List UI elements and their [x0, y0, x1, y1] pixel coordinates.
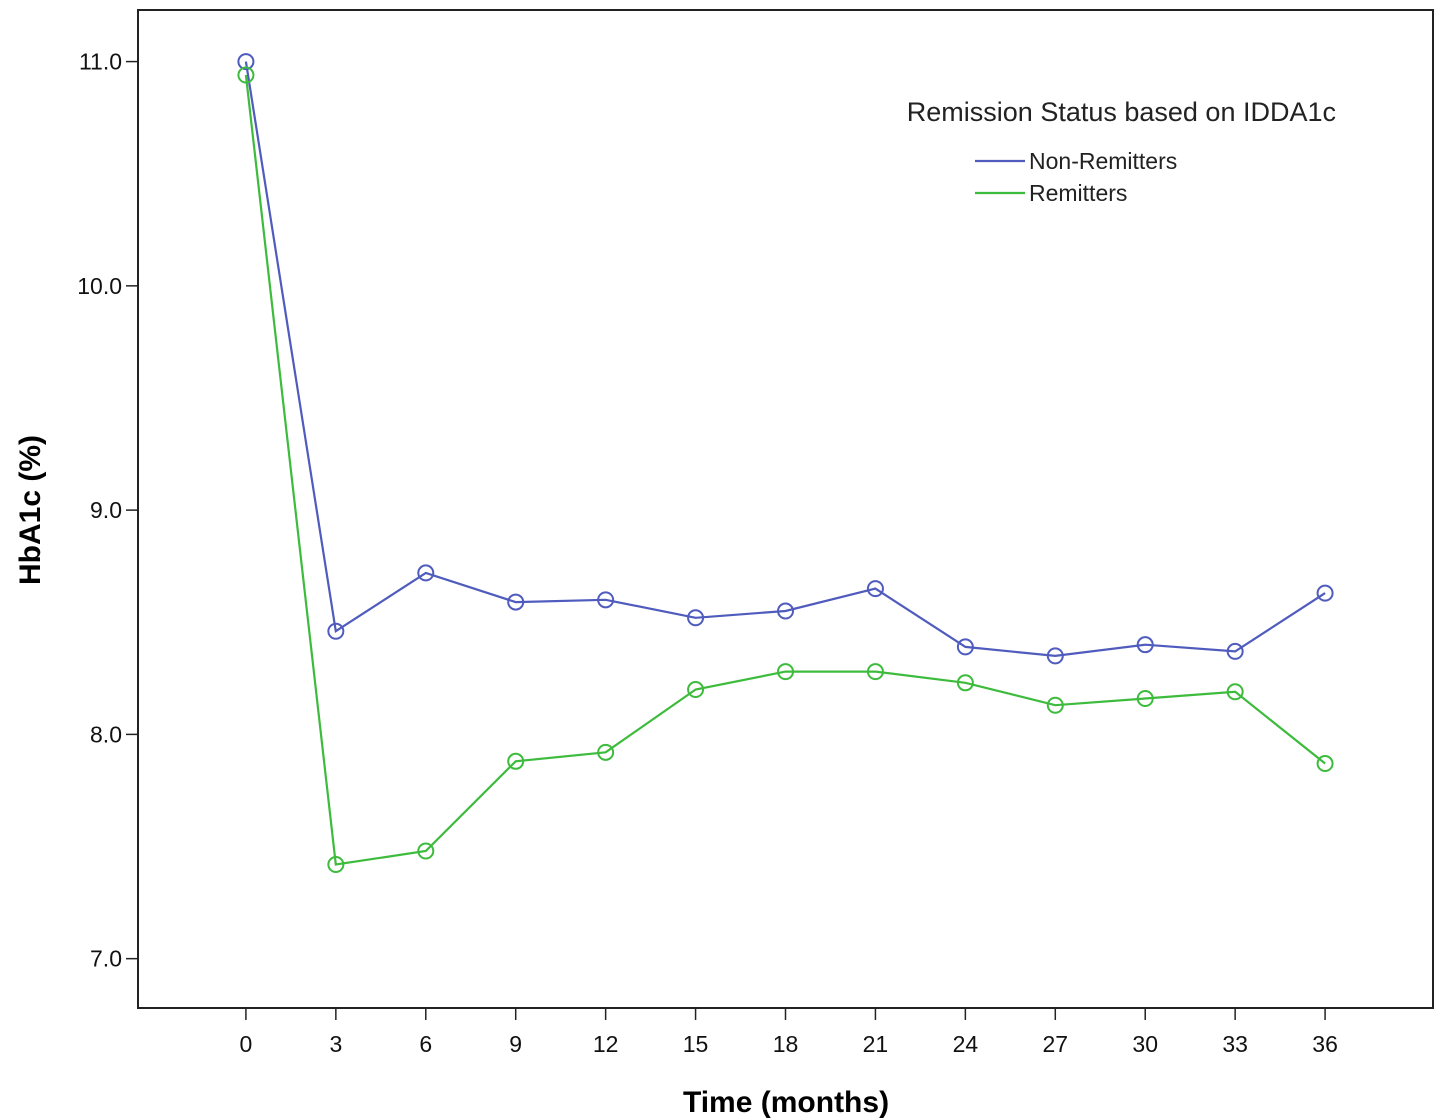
data-point-remitters: [237, 66, 255, 84]
data-point-non-remitters: [1136, 636, 1154, 654]
data-point-non-remitters: [1316, 584, 1334, 602]
y-tick-label: 10.0: [77, 273, 122, 299]
y-tick-label: 7.0: [90, 946, 122, 972]
data-point-non-remitters: [237, 53, 255, 71]
y-axis: 7.0 8.0 9.0 10.0 11.0: [77, 49, 138, 972]
legend-label-non-remitters: Non-Remitters: [1029, 148, 1177, 174]
x-tick-label: 21: [863, 1031, 889, 1057]
data-point-remitters: [417, 842, 435, 860]
x-tick-label: 18: [773, 1031, 799, 1057]
legend-label-remitters: Remitters: [1029, 180, 1127, 206]
x-tick-label: 24: [953, 1031, 979, 1057]
x-tick-label: 27: [1042, 1031, 1068, 1057]
data-point-remitters: [1046, 696, 1064, 714]
y-tick-label: 11.0: [79, 49, 122, 75]
series-line-non-remitters: [244, 61, 1326, 658]
data-point-non-remitters: [956, 638, 974, 656]
data-point-remitters: [507, 752, 525, 770]
x-tick-label: 33: [1222, 1031, 1248, 1057]
legend-entries: Non-Remitters Remitters: [975, 148, 1177, 206]
legend-title: Remission Status based on IDDA1c: [907, 97, 1336, 127]
x-tick-label: 36: [1312, 1031, 1338, 1057]
y-tick-label: 8.0: [90, 721, 122, 747]
data-point-non-remitters: [1046, 647, 1064, 665]
data-point-non-remitters: [777, 602, 794, 620]
x-axis: 0 3 6 9 12 15 18 21 24 27 30 33 36: [240, 1008, 1338, 1057]
series-layer: [237, 53, 1334, 873]
data-point-non-remitters: [597, 591, 615, 609]
data-point-non-remitters: [507, 593, 525, 611]
x-tick-label: 6: [419, 1031, 432, 1057]
data-point-remitters: [1226, 683, 1244, 701]
data-point-remitters: [956, 674, 974, 692]
x-tick-label: 0: [240, 1031, 253, 1057]
data-point-non-remitters: [417, 564, 435, 582]
x-axis-title: Time (months): [683, 1086, 889, 1119]
data-point-non-remitters: [1226, 642, 1244, 660]
series-line-remitters: [244, 74, 1326, 866]
data-point-remitters: [687, 681, 705, 699]
data-point-remitters: [866, 663, 884, 681]
y-tick-label: 9.0: [90, 497, 122, 523]
data-point-remitters: [777, 663, 794, 681]
x-tick-label: 30: [1132, 1031, 1158, 1057]
x-tick-label: 15: [683, 1031, 709, 1057]
x-tick-label: 9: [509, 1031, 522, 1057]
data-point-non-remitters: [866, 580, 884, 598]
data-point-remitters: [1316, 755, 1334, 773]
legend: Remission Status based on IDDA1c Non-Rem…: [907, 97, 1336, 206]
x-tick-label: 3: [329, 1031, 342, 1057]
data-point-remitters: [1136, 690, 1154, 708]
data-point-remitters: [597, 743, 615, 761]
y-axis-title: HbA1c (%): [14, 435, 47, 585]
data-point-remitters: [327, 855, 345, 873]
data-point-non-remitters: [327, 622, 345, 640]
x-tick-label: 12: [593, 1031, 619, 1057]
data-point-non-remitters: [687, 609, 705, 627]
